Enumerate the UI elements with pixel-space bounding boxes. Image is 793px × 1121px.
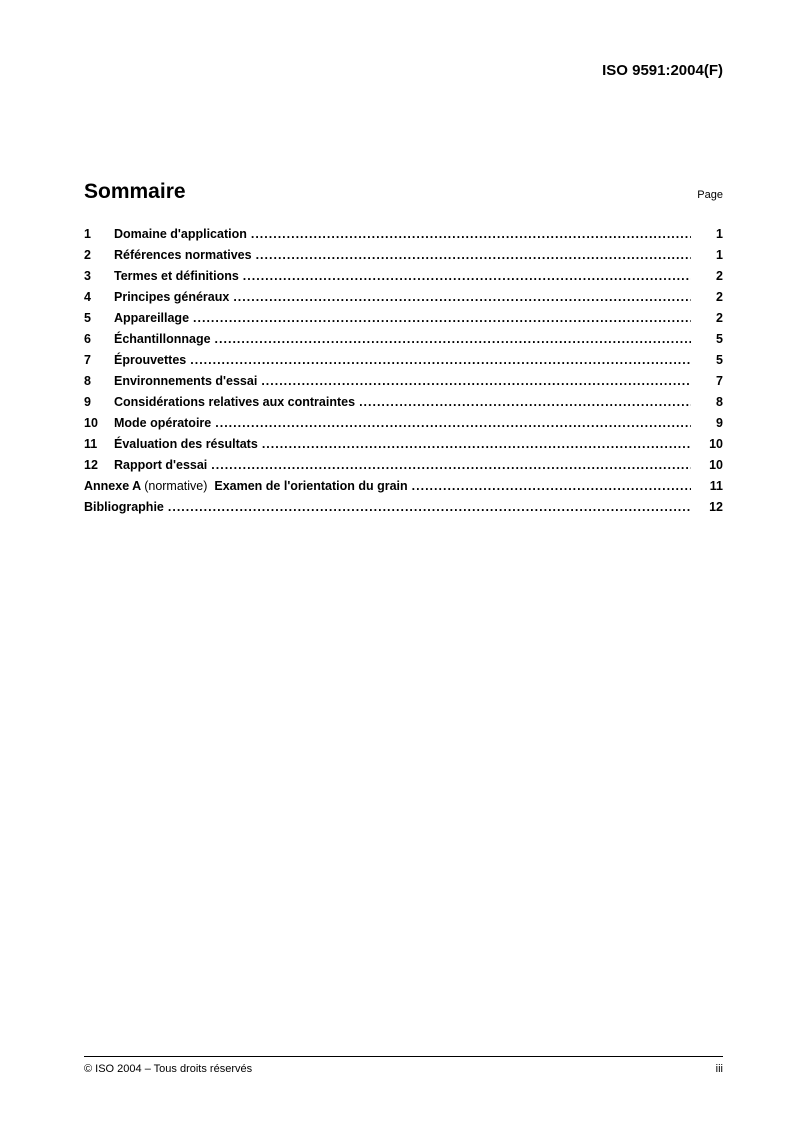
toc-leader-dots xyxy=(190,354,691,367)
toc-entry: 3Termes et définitions 2 xyxy=(84,270,723,283)
toc-leader-dots xyxy=(251,228,691,241)
toc-entry-title: Annexe A (normative) Examen de l'orienta… xyxy=(84,480,408,493)
toc-entry: 12Rapport d'essai 10 xyxy=(84,459,723,472)
toc-entry-title: Environnements d'essai xyxy=(114,375,257,388)
toc-entry: Annexe A (normative) Examen de l'orienta… xyxy=(84,480,723,493)
toc-entry: 10Mode opératoire 9 xyxy=(84,417,723,430)
toc-entry-page: 5 xyxy=(695,354,723,367)
page-footer: © ISO 2004 – Tous droits réservés iii xyxy=(84,1056,723,1075)
document-identifier: ISO 9591:2004(F) xyxy=(602,62,723,79)
toc-entry-page: 8 xyxy=(695,396,723,409)
toc-entry-page: 2 xyxy=(695,291,723,304)
toc-leader-dots xyxy=(233,291,691,304)
toc-heading: Sommaire xyxy=(84,180,186,204)
toc-entry-title: Termes et définitions xyxy=(114,270,239,283)
toc-entry: Bibliographie 12 xyxy=(84,501,723,514)
toc-entry: 11Évaluation des résultats 10 xyxy=(84,438,723,451)
toc-entry: 4Principes généraux 2 xyxy=(84,291,723,304)
toc-entry-title: Appareillage xyxy=(114,312,189,325)
toc-entry-page: 7 xyxy=(695,375,723,388)
toc-entry-number: 2 xyxy=(84,249,114,262)
toc-entry-title: Considérations relatives aux contraintes xyxy=(114,396,355,409)
toc-entry-page: 2 xyxy=(695,312,723,325)
toc-entry-page: 10 xyxy=(695,438,723,451)
toc-entry-number: 4 xyxy=(84,291,114,304)
toc-leader-dots xyxy=(211,459,691,472)
toc-entry-number: 11 xyxy=(84,438,114,451)
toc-entry-number: 7 xyxy=(84,354,114,367)
toc-entry: 5Appareillage 2 xyxy=(84,312,723,325)
toc-entry-number: 6 xyxy=(84,333,114,346)
toc-entry-title: Mode opératoire xyxy=(114,417,211,430)
toc-leader-dots xyxy=(412,480,691,493)
toc-entry: 6Échantillonnage 5 xyxy=(84,333,723,346)
toc-entry-title: Références normatives xyxy=(114,249,252,262)
toc-entry-number: 10 xyxy=(84,417,114,430)
copyright-text: © ISO 2004 – Tous droits réservés xyxy=(84,1063,252,1075)
page: ISO 9591:2004(F) Sommaire Page 1Domaine … xyxy=(0,0,793,1121)
heading-row: Sommaire Page xyxy=(84,180,723,204)
toc-entry-title: Principes généraux xyxy=(114,291,229,304)
toc-entry-number: 5 xyxy=(84,312,114,325)
toc-entry-page: 1 xyxy=(695,228,723,241)
toc-entry-number: 8 xyxy=(84,375,114,388)
toc-entry-title: Domaine d'application xyxy=(114,228,247,241)
toc-entry-title: Évaluation des résultats xyxy=(114,438,258,451)
toc-entry: 2Références normatives 1 xyxy=(84,249,723,262)
table-of-contents: 1Domaine d'application12Références norma… xyxy=(84,228,723,514)
toc-leader-dots xyxy=(215,417,691,430)
toc-entry-page: 1 xyxy=(695,249,723,262)
toc-leader-dots xyxy=(262,438,691,451)
toc-entry-page: 9 xyxy=(695,417,723,430)
toc-leader-dots xyxy=(359,396,691,409)
toc-entry: 8Environnements d'essai 7 xyxy=(84,375,723,388)
toc-entry-title: Rapport d'essai xyxy=(114,459,207,472)
toc-entry-page: 10 xyxy=(695,459,723,472)
page-number: iii xyxy=(716,1063,723,1075)
toc-entry-title: Bibliographie xyxy=(84,501,164,514)
toc-entry-number: 1 xyxy=(84,228,114,241)
toc-entry-page: 5 xyxy=(695,333,723,346)
toc-leader-dots xyxy=(256,249,691,262)
toc-entry-page: 11 xyxy=(695,480,723,493)
page-column-label: Page xyxy=(697,189,723,201)
toc-leader-dots xyxy=(168,501,691,514)
toc-leader-dots xyxy=(215,333,691,346)
toc-entry-number: 3 xyxy=(84,270,114,283)
toc-leader-dots xyxy=(243,270,691,283)
toc-leader-dots xyxy=(261,375,691,388)
toc-entry-number: 9 xyxy=(84,396,114,409)
toc-entry: 1Domaine d'application1 xyxy=(84,228,723,241)
toc-entry: 7Éprouvettes 5 xyxy=(84,354,723,367)
toc-entry-number: 12 xyxy=(84,459,114,472)
toc-entry: 9Considérations relatives aux contrainte… xyxy=(84,396,723,409)
toc-entry-title: Échantillonnage xyxy=(114,333,211,346)
toc-entry-page: 2 xyxy=(695,270,723,283)
toc-entry-page: 12 xyxy=(695,501,723,514)
toc-leader-dots xyxy=(193,312,691,325)
toc-entry-title: Éprouvettes xyxy=(114,354,186,367)
